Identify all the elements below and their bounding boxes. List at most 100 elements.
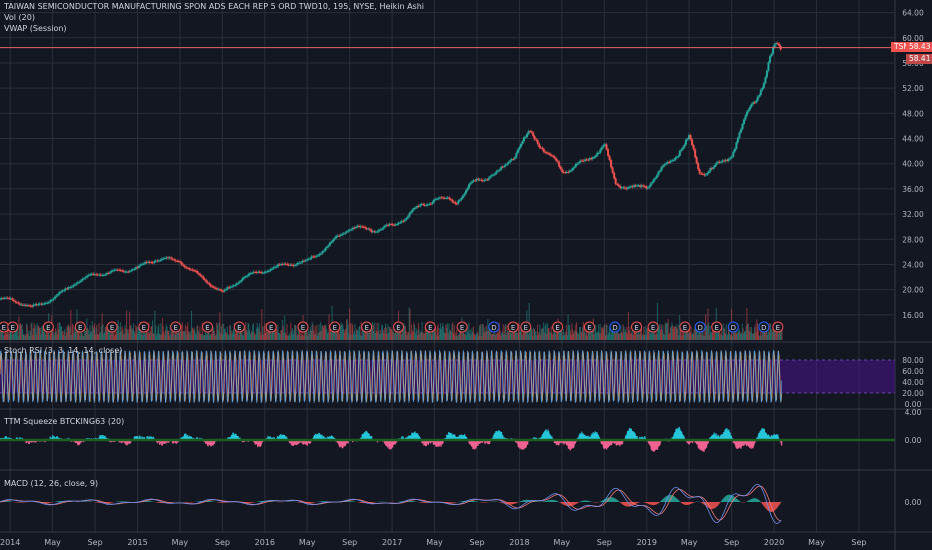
volume-bar [426,327,428,340]
ttm-histogram-bar [479,440,482,443]
macd-histogram-bar [564,502,566,506]
macd-histogram-bar [667,495,669,502]
candle-body [761,87,764,91]
volume-bar [763,326,765,340]
volume-bar [420,332,422,340]
ttm-histogram-bar [409,435,411,440]
volume-bar [676,329,678,340]
macd-histogram-bar [617,500,619,502]
candle-body [438,197,441,199]
volume-bar [429,329,431,340]
price-axis[interactable]: 16.0020.0024.0028.0032.0036.0040.0044.00… [902,9,924,507]
macd-histogram-bar [602,499,605,502]
candle-body [79,280,82,282]
ttm-histogram-bar [338,440,340,447]
candle-body [457,200,460,204]
volume-bar [311,322,313,340]
candle-body [34,304,37,306]
time-axis[interactable]: 2014 May Sep 2015 May Sep 2016 May Sep 2017 May Sep… [0,538,867,547]
candle-body [720,161,723,163]
candle-body [446,197,449,199]
volume-bar [258,328,260,340]
macd-histogram-bar [4,501,6,502]
ttm-histogram-bar [760,430,762,440]
volume-bar [323,327,325,340]
macd-histogram-bar [771,502,773,512]
ttm-squeeze-legend[interactable]: TTM Squeeze BTCKING63 (20) [4,417,125,426]
volume-bar [507,332,510,340]
volume-bar [570,335,572,340]
ttm-histogram-bar [100,435,102,440]
volume-bar [365,330,367,340]
macd-histogram-bar [97,502,99,503]
macd-histogram-bar [260,501,262,502]
macd-histogram-bar [448,502,450,503]
macd-histogram-bar [303,502,305,504]
volume-bar [488,325,490,340]
volume-bar [55,330,57,340]
ttm-histogram-bar [520,440,522,448]
earnings-marker-label: E [555,324,559,332]
macd-histogram-bar [692,502,694,503]
volume-bar [273,323,275,340]
volume-bar [399,328,401,340]
macd-histogram-bar [325,501,328,502]
ttm-histogram-bar [150,436,152,440]
volume-bar [673,326,675,340]
candle-body [434,199,437,201]
candle-body [548,153,551,156]
earnings-marker [297,321,309,333]
macd-histogram-bar [583,500,585,502]
ttm-histogram-bar [347,440,349,444]
candle-body [6,297,9,299]
macd-histogram-bar [157,502,160,503]
volume-bar [684,327,686,340]
volume-bar [74,331,76,340]
volume-bar [81,332,83,340]
volume-bar [730,335,732,340]
macd-histogram-bar [447,502,449,503]
candle-body [755,100,758,103]
macd-histogram-bar [169,502,172,503]
macd-histogram-bar [259,501,261,502]
ttm-histogram-bar [126,440,128,446]
volume-bar [301,334,303,340]
volume-bar [776,328,778,340]
volume-bar [345,328,347,340]
volume-bar [288,332,290,340]
candle-body [487,177,490,180]
earnings-marker [74,321,86,333]
volume-legend[interactable]: Vol (20) [4,13,35,22]
macd-histogram-bar [472,501,475,502]
candle-body [374,231,377,233]
macd-legend[interactable]: MACD (12, 26, close, 9) [4,479,99,488]
earnings-marker-label: E [524,324,528,332]
volume-bar [200,333,202,340]
volume-bar [672,325,674,340]
candle-body [344,232,347,234]
macd-histogram-bar [769,502,771,512]
ttm-histogram-bar [341,440,343,447]
ttm-histogram-bar [269,437,271,440]
ttm-histogram-bar [588,437,590,440]
macd-line [0,483,782,524]
volume-bar [643,326,645,340]
candle-body [41,303,44,305]
candle-body [691,139,694,146]
volume-bar [583,325,585,340]
volume-bar [571,323,573,340]
vwap-legend[interactable]: VWAP (Session) [4,24,67,33]
macd-histogram-bar [322,501,324,502]
macd-histogram-bar [159,502,161,503]
ttm-histogram-bar [449,434,451,440]
volume-bar [82,335,84,340]
macd-histogram-bar [470,500,472,502]
macd-histogram-bar [143,501,146,502]
volume-bar [411,330,413,340]
stoch-rsi-legend[interactable]: Stoch RSI (3, 3, 14, 14, close) [4,346,123,355]
candle-body [107,272,110,274]
macd-histogram-bar [604,498,606,502]
earnings-marker [520,321,532,333]
ttm-histogram-bar [272,437,274,440]
